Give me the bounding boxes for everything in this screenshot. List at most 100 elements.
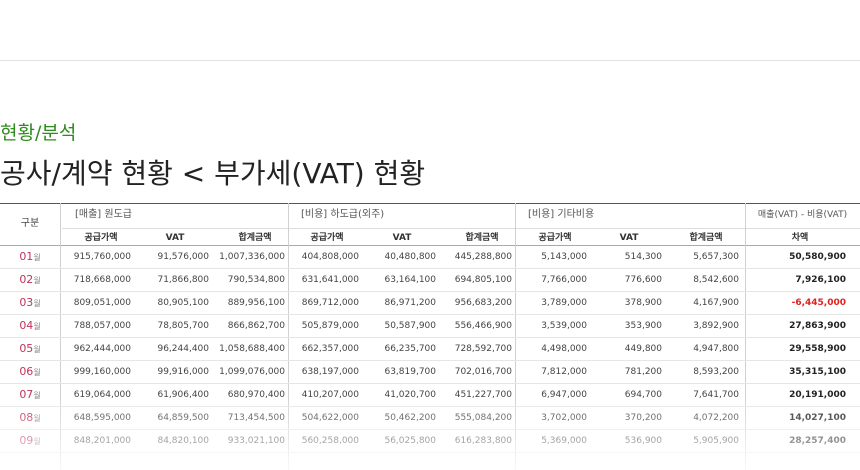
amount-cell: 404,808,000 <box>301 252 359 262</box>
month-unit: 월 <box>33 345 41 354</box>
difference-cell: 35,315,100 <box>789 367 846 377</box>
amount-cell: 353,900 <box>624 321 662 331</box>
amount-cell: 781,200 <box>624 367 662 377</box>
month-unit: 월 <box>33 276 41 285</box>
amount-cell: 556,466,900 <box>454 321 512 331</box>
amount-cell: 869,712,000 <box>301 298 359 308</box>
sub-header: 공급가액 <box>84 233 118 243</box>
month-label: 06월 <box>0 366 60 379</box>
amount-cell: 7,812,000 <box>541 367 587 377</box>
header-group-line <box>62 228 860 229</box>
amount-cell: 86,971,200 <box>384 298 436 308</box>
amount-cell: 505,879,000 <box>301 321 359 331</box>
amount-cell: 5,657,300 <box>693 252 739 262</box>
page-title: 공사/계약 현황 < 부가세(VAT) 현황 <box>0 157 426 190</box>
month-number: 04 <box>19 319 34 332</box>
row-divider <box>0 337 860 338</box>
column-divider <box>515 203 516 470</box>
sub-header: VAT <box>619 233 639 243</box>
month-number: 02 <box>19 273 34 286</box>
sub-header: VAT <box>392 233 412 243</box>
sub-header: 합계금액 <box>689 233 723 243</box>
amount-cell: 1,007,336,000 <box>219 252 285 262</box>
month-label: 01월 <box>0 251 60 264</box>
amount-cell: 4,947,800 <box>693 344 739 354</box>
month-label: 02월 <box>0 274 60 287</box>
amount-cell: 962,444,000 <box>73 344 131 354</box>
amount-cell: 80,905,100 <box>157 298 209 308</box>
amount-cell: 3,892,900 <box>693 321 739 331</box>
amount-cell: 1,099,076,000 <box>219 367 285 377</box>
amount-cell: 99,916,000 <box>157 367 209 377</box>
month-label: 05월 <box>0 343 60 356</box>
column-divider <box>745 203 746 470</box>
row-divider <box>0 268 860 269</box>
amount-cell: 728,592,700 <box>454 344 512 354</box>
amount-cell: 4,498,000 <box>541 344 587 354</box>
amount-cell: 7,766,000 <box>541 275 587 285</box>
month-number: 01 <box>19 250 34 263</box>
amount-cell: 71,866,800 <box>157 275 209 285</box>
group-header: [비용] 하도급(외주) <box>301 209 385 220</box>
amount-cell: 63,819,700 <box>384 367 436 377</box>
month-number: 05 <box>19 342 34 355</box>
row-divider <box>0 360 860 361</box>
amount-cell: 956,683,200 <box>454 298 512 308</box>
month-unit: 월 <box>33 299 41 308</box>
divider <box>0 60 860 61</box>
amount-cell: 8,593,200 <box>693 367 739 377</box>
breadcrumb: 현황/분석 <box>0 122 77 144</box>
column-divider <box>288 203 289 470</box>
month-label: 03월 <box>0 297 60 310</box>
amount-cell: 449,800 <box>624 344 662 354</box>
group-header: 매출(VAT) - 비용(VAT) <box>757 210 848 220</box>
month-unit: 월 <box>33 368 41 377</box>
difference-cell: 27,863,900 <box>789 321 846 331</box>
amount-cell: 915,760,000 <box>73 252 131 262</box>
amount-cell: 4,167,900 <box>693 298 739 308</box>
group-header: [매출] 원도급 <box>75 209 132 220</box>
amount-cell: 66,235,700 <box>384 344 436 354</box>
amount-cell: 788,057,000 <box>73 321 131 331</box>
sub-header: VAT <box>165 233 185 243</box>
column-divider <box>60 203 61 470</box>
month-number: 03 <box>19 296 34 309</box>
amount-cell: 40,480,800 <box>384 252 436 262</box>
amount-cell: 718,668,000 <box>73 275 131 285</box>
amount-cell: 809,051,000 <box>73 298 131 308</box>
sub-header: 공급가액 <box>310 233 344 243</box>
header-division: 구분 <box>20 218 40 229</box>
row-divider <box>0 314 860 315</box>
amount-cell: 631,641,000 <box>301 275 359 285</box>
amount-cell: 3,789,000 <box>541 298 587 308</box>
difference-cell: 29,558,900 <box>789 344 846 354</box>
amount-cell: 91,576,000 <box>157 252 209 262</box>
amount-cell: 96,244,400 <box>157 344 209 354</box>
difference-cell: -6,445,000 <box>791 298 846 308</box>
amount-cell: 445,288,800 <box>454 252 512 262</box>
amount-cell: 3,539,000 <box>541 321 587 331</box>
month-number: 06 <box>19 365 34 378</box>
amount-cell: 1,058,688,400 <box>219 344 285 354</box>
amount-cell: 889,956,100 <box>227 298 285 308</box>
sub-header: 합계금액 <box>465 233 499 243</box>
difference-cell: 7,926,100 <box>795 275 846 285</box>
sub-header: 공급가액 <box>538 233 572 243</box>
amount-cell: 790,534,800 <box>227 275 285 285</box>
sub-header: 합계금액 <box>238 233 272 243</box>
amount-cell: 78,805,700 <box>157 321 209 331</box>
amount-cell: 662,357,000 <box>301 344 359 354</box>
amount-cell: 63,164,100 <box>384 275 436 285</box>
amount-cell: 514,300 <box>624 252 662 262</box>
amount-cell: 776,600 <box>624 275 662 285</box>
row-divider <box>0 383 860 384</box>
amount-cell: 50,587,900 <box>384 321 436 331</box>
difference-cell: 50,580,900 <box>789 252 846 262</box>
amount-cell: 866,862,700 <box>227 321 285 331</box>
month-unit: 월 <box>33 322 41 331</box>
month-label: 04월 <box>0 320 60 333</box>
amount-cell: 378,900 <box>624 298 662 308</box>
amount-cell: 5,143,000 <box>541 252 587 262</box>
amount-cell: 638,197,000 <box>301 367 359 377</box>
